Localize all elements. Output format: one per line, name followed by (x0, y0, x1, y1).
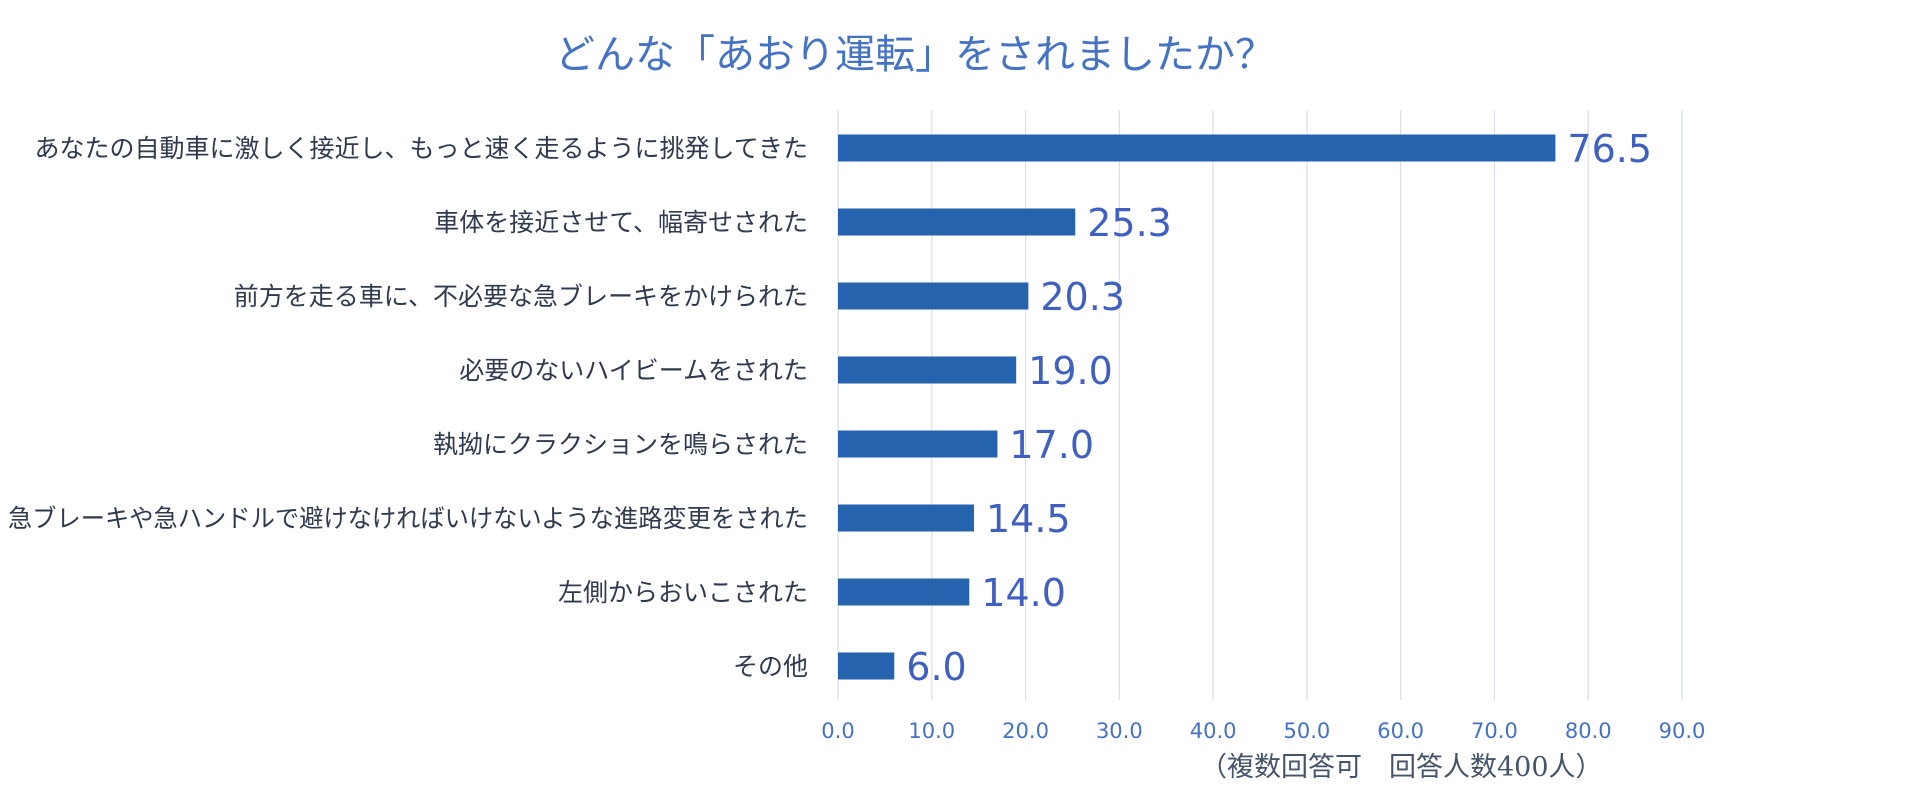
x-tick-label: 0.0 (821, 719, 854, 743)
category-label: あなたの自動車に激しく接近し、もっと速く走るように挑発してきた (34, 134, 808, 163)
data-label: 25.3 (1087, 201, 1172, 245)
data-label: 19.0 (1028, 349, 1113, 393)
x-axis-ticks: 0.0 10.0 20.0 30.0 40.0 50.0 60.0 70.0 80.0 90.0 (821, 719, 1705, 743)
x-tick-label: 90.0 (1659, 719, 1706, 743)
data-label: 6.0 (906, 645, 966, 689)
bars (838, 134, 1556, 680)
category-label: 執拗にクラクションを鳴らされた (433, 430, 808, 459)
x-tick-label: 10.0 (908, 719, 955, 743)
bar (838, 430, 998, 458)
category-label: その他 (733, 652, 808, 681)
bar (838, 208, 1076, 236)
category-label: 必要のないハイビームをされた (459, 356, 808, 385)
x-tick-label: 80.0 (1565, 719, 1612, 743)
chart-title: どんな「あおり運転」をされましたか？ (555, 32, 1275, 78)
bar (838, 652, 895, 680)
bar (838, 578, 970, 606)
x-tick-label: 70.0 (1471, 719, 1518, 743)
x-tick-label: 20.0 (1002, 719, 1049, 743)
bar (838, 356, 1017, 384)
category-labels: あなたの自動車に激しく接近し、もっと速く走るように挑発してきた車体を接近させて、… (8, 134, 808, 681)
x-tick-label: 60.0 (1377, 719, 1424, 743)
category-label: 左側からおいこされた (558, 578, 808, 607)
bar (838, 134, 1556, 162)
data-labels: 76.5 25.3 20.3 19.0 17.0 14.5 14.0 6.0 (906, 127, 1652, 689)
category-label: 車体を接近させて、幅寄せされた (434, 208, 808, 237)
bar (838, 504, 974, 532)
data-label: 17.0 (1009, 423, 1094, 467)
x-tick-label: 50.0 (1284, 719, 1331, 743)
category-label: 急ブレーキや急ハンドルで避けなければいけないような進路変更をされた (8, 504, 808, 533)
bar (838, 282, 1029, 310)
x-tick-label: 40.0 (1190, 719, 1237, 743)
data-label: 14.0 (981, 571, 1066, 615)
gridlines (837, 110, 1683, 700)
x-tick-label: 30.0 (1096, 719, 1143, 743)
data-label: 76.5 (1567, 127, 1652, 171)
category-label: 前方を走る車に、不必要な急ブレーキをかけられた (234, 282, 808, 311)
data-label: 20.3 (1040, 275, 1125, 319)
data-label: 14.5 (986, 497, 1071, 541)
chart-note: （複数回答可 回答人数400人） (1200, 752, 1603, 783)
